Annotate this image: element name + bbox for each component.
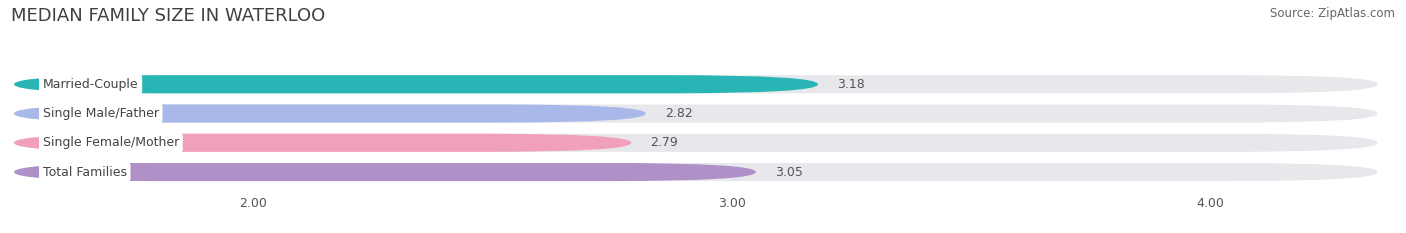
FancyBboxPatch shape [14, 134, 1378, 152]
FancyBboxPatch shape [14, 104, 1378, 123]
FancyBboxPatch shape [14, 75, 1378, 93]
Text: Source: ZipAtlas.com: Source: ZipAtlas.com [1270, 7, 1395, 20]
Text: Single Female/Mother: Single Female/Mother [42, 136, 179, 149]
FancyBboxPatch shape [14, 163, 756, 181]
Text: 2.79: 2.79 [651, 136, 678, 149]
FancyBboxPatch shape [14, 75, 818, 93]
Text: Single Male/Father: Single Male/Father [42, 107, 159, 120]
Text: 2.82: 2.82 [665, 107, 693, 120]
FancyBboxPatch shape [14, 104, 645, 123]
Text: 3.18: 3.18 [837, 78, 865, 91]
Text: 3.05: 3.05 [775, 165, 803, 178]
Text: MEDIAN FAMILY SIZE IN WATERLOO: MEDIAN FAMILY SIZE IN WATERLOO [11, 7, 326, 25]
FancyBboxPatch shape [14, 134, 631, 152]
Text: Total Families: Total Families [42, 165, 127, 178]
Text: Married-Couple: Married-Couple [42, 78, 138, 91]
FancyBboxPatch shape [14, 163, 1378, 181]
